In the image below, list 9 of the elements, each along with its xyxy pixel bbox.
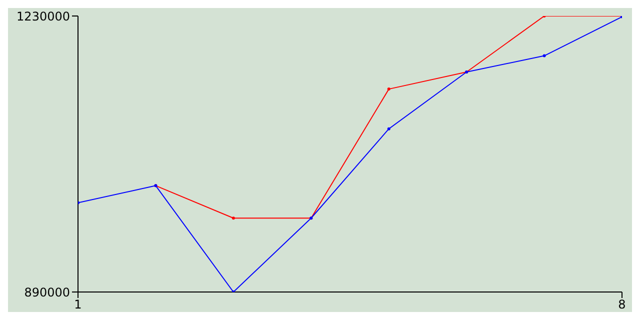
y-tick-label: 1230000 [16,9,70,24]
y-tick-label: 890000 [24,285,70,300]
point [387,127,390,130]
line-series [154,16,622,220]
x-tick-label: 1 [74,298,82,312]
point [387,88,390,91]
x-tick-label: 8 [618,298,626,312]
point [542,54,546,58]
point [232,216,235,220]
